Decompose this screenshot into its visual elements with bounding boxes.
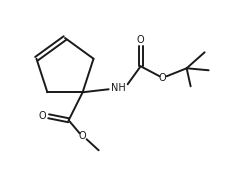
Text: O: O [39,111,46,121]
Text: O: O [79,131,86,141]
Text: O: O [136,35,144,45]
Text: NH: NH [111,83,125,93]
Text: O: O [158,73,166,83]
